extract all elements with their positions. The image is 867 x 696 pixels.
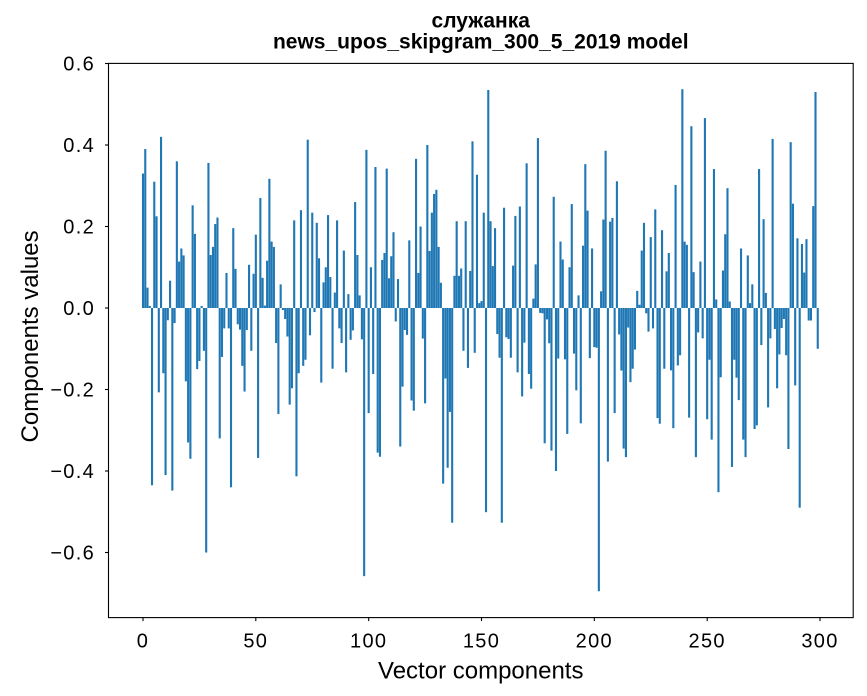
svg-text:−0.6: −0.6 [50, 543, 95, 565]
svg-text:0.0: 0.0 [63, 298, 95, 320]
svg-text:50: 50 [243, 631, 268, 653]
svg-text:Vector components: Vector components [378, 658, 583, 685]
svg-text:−0.4: −0.4 [50, 461, 95, 483]
svg-text:200: 200 [576, 631, 613, 653]
svg-text:служанка: служанка [432, 10, 531, 33]
svg-text:Components values: Components values [17, 230, 44, 442]
svg-text:250: 250 [689, 631, 726, 653]
svg-text:0.6: 0.6 [63, 54, 95, 76]
svg-text:0.2: 0.2 [63, 217, 95, 239]
svg-text:0: 0 [137, 631, 149, 653]
svg-text:100: 100 [350, 631, 387, 653]
svg-text:−0.2: −0.2 [50, 380, 95, 402]
svg-text:news_upos_skipgram_300_5_2019: news_upos_skipgram_300_5_2019 model [273, 31, 689, 54]
svg-text:150: 150 [463, 631, 500, 653]
svg-text:300: 300 [801, 631, 838, 653]
svg-text:0.4: 0.4 [63, 135, 95, 157]
